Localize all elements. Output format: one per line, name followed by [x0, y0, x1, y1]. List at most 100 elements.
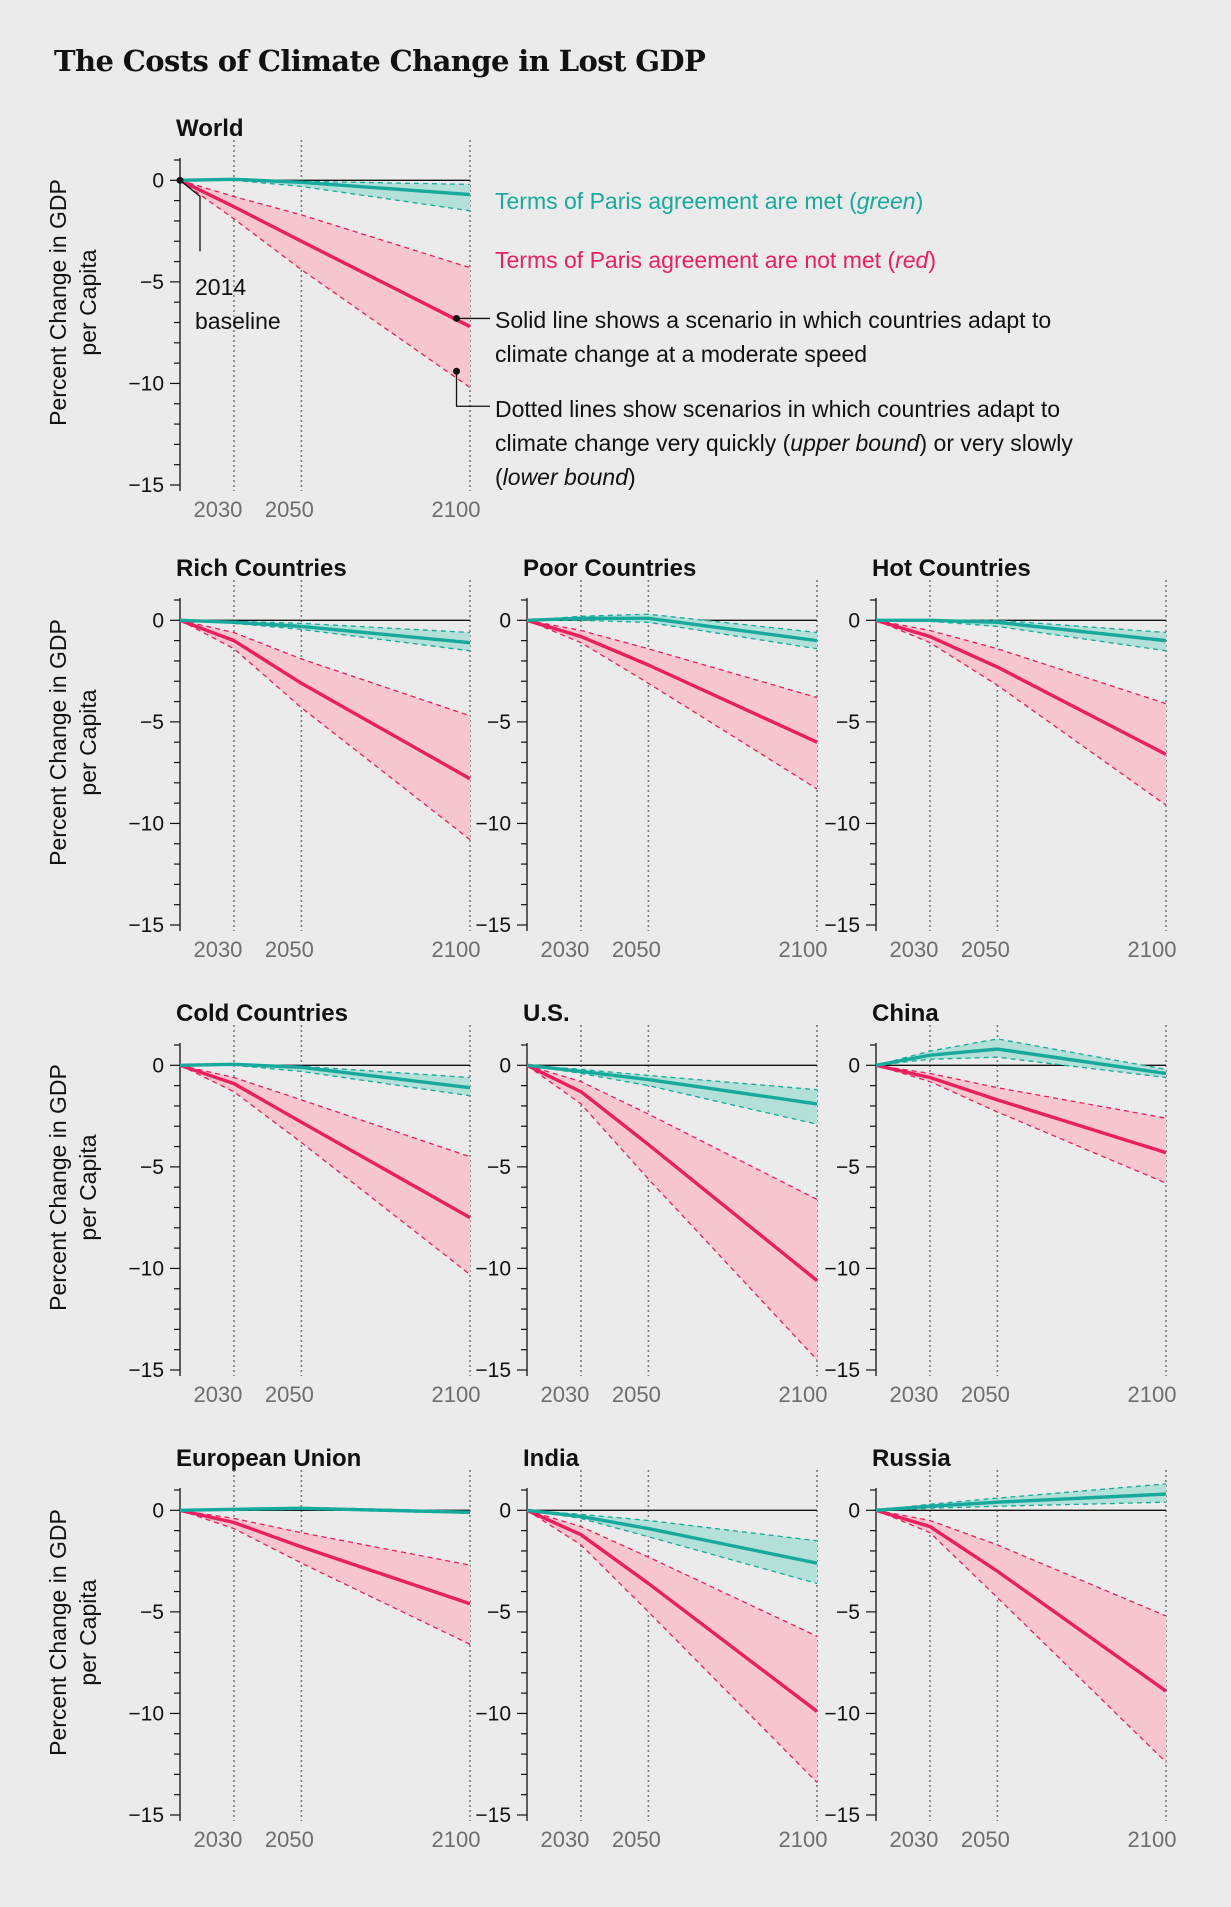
- x-tick-label: 2100: [432, 937, 481, 962]
- dotted-line-caption-3a: (: [495, 464, 503, 490]
- dotted-leader-line: [455, 371, 490, 407]
- y-tick-label: 0: [152, 169, 164, 192]
- red-range-band: [180, 620, 470, 840]
- red-range-band: [527, 1065, 817, 1360]
- x-tick-label: 2050: [612, 1382, 661, 1407]
- y-tick-label: −15: [824, 1804, 860, 1827]
- red-upper-bound-line: [179, 1509, 471, 1566]
- panel-title: Russia: [872, 1445, 951, 1472]
- y-tick-label: −10: [824, 812, 860, 835]
- y-tick-label: −15: [475, 914, 511, 937]
- panel-world: World Percent Change in GDP per Capita 0 −5 −…: [45, 115, 1073, 522]
- legend-paris-not-met-text: Terms of Paris agreement are not met (: [495, 247, 895, 273]
- y-tick-label: −10: [128, 1257, 164, 1280]
- green-range-band: [876, 1038, 1166, 1078]
- dotted-line-caption-2: climate change very quickly (upper bound…: [495, 430, 1073, 456]
- y-tick-label: 0: [152, 1499, 164, 1522]
- x-tick-label: 2030: [889, 1382, 938, 1407]
- red-range-band: [876, 620, 1166, 806]
- world-annotations: 2014 baseline Solid line shows a scenario …: [176, 176, 1073, 490]
- red-moderate-line: [179, 1063, 471, 1220]
- baseline-label-text: baseline: [195, 308, 281, 334]
- legend-paris-not-met-color: red: [895, 247, 929, 273]
- y-tick-label: −5: [140, 271, 164, 294]
- x-tick-label: 2100: [779, 1827, 828, 1852]
- x-tick-label: 2100: [432, 1382, 481, 1407]
- page-title: The Costs of Climate Change in Lost GDP: [54, 44, 706, 78]
- panel-title: Cold Countries: [176, 1000, 348, 1027]
- y-tick-label: 0: [848, 609, 860, 632]
- green-lower-bound-line: [875, 1056, 1167, 1079]
- y-axis-label-line1: Percent Change in GDP: [45, 179, 71, 426]
- y-axis-label-line2: per Capita: [75, 1579, 101, 1685]
- panel-china: China 0 −5 −10 −15 2030 2050 2100: [824, 1000, 1176, 1407]
- panel-poor-countries: Poor Countries 0 −5 −10 −15 2030 2050 2100: [475, 555, 827, 962]
- y-tick-label: −10: [128, 1702, 164, 1725]
- y-tick-label: −5: [836, 1601, 860, 1624]
- red-upper-bound-line: [875, 1064, 1167, 1119]
- red-upper-bound-line: [875, 1509, 1167, 1617]
- y-tick-label: 0: [848, 1054, 860, 1077]
- y-tick-label: −15: [475, 1804, 511, 1827]
- y-tick-label: −5: [140, 1156, 164, 1179]
- red-lower-bound-line: [179, 1509, 471, 1645]
- y-tick-label: −15: [824, 914, 860, 937]
- green-moderate-line: [179, 618, 471, 645]
- panel-india: India 0 −5 −10 −15 2030 2050 2100: [475, 1445, 827, 1852]
- x-tick-label: 2100: [432, 497, 481, 522]
- x-tick-label: 2100: [779, 937, 828, 962]
- y-tick-label: 0: [848, 1499, 860, 1522]
- y-tick-label: 0: [499, 1499, 511, 1522]
- x-tick-label: 2050: [265, 497, 314, 522]
- red-range-band: [876, 1510, 1166, 1763]
- x-tick-label: 2050: [265, 1382, 314, 1407]
- x-tick-label: 2100: [1128, 1382, 1177, 1407]
- green-upper-bound-line: [875, 1038, 1167, 1071]
- x-tick-label: 2030: [540, 937, 589, 962]
- x-tick-label: 2100: [1128, 1827, 1177, 1852]
- y-axis-label-line2: per Capita: [75, 689, 101, 795]
- y-tick-label: −15: [128, 1804, 164, 1827]
- y-tick-label: −5: [487, 1601, 511, 1624]
- green-moderate-line: [526, 1063, 818, 1106]
- dotted-line-caption-1: Dotted lines show scenarios in which cou…: [495, 396, 1060, 422]
- y-tick-label: −5: [836, 1156, 860, 1179]
- red-moderate-line: [179, 178, 471, 329]
- x-tick-label: 2030: [193, 1827, 242, 1852]
- panel-cold-countries: Cold Countries Percent Change in GDP per C…: [45, 1000, 480, 1407]
- y-tick-label: −5: [487, 711, 511, 734]
- red-moderate-line: [875, 1063, 1167, 1155]
- legend-paris-met-color: green: [857, 188, 916, 214]
- red-moderate-line: [526, 1063, 819, 1282]
- red-moderate-line: [526, 618, 818, 744]
- red-lower-bound-line: [875, 619, 1167, 806]
- red-moderate-line: [179, 618, 471, 781]
- y-axis-label: Percent Change in GDP per Capita: [45, 179, 101, 426]
- y-axis-label: Percent Change in GDP per Capita: [45, 1509, 101, 1756]
- y-tick-label: −15: [128, 474, 164, 497]
- y-tick-label: −10: [475, 812, 511, 835]
- legend-paris-not-met: Terms of Paris agreement are not met (re…: [495, 247, 936, 273]
- x-tick-label: 2050: [612, 937, 661, 962]
- solid-line-caption-1: Solid line shows a scenario in which cou…: [495, 307, 1051, 333]
- x-tick-label: 2100: [779, 1382, 828, 1407]
- red-range-band: [876, 1065, 1166, 1184]
- panel-hot-countries: Hot Countries 0 −5 −10 −15 2030 2050 2100: [824, 555, 1176, 962]
- dotted-line-caption-2a: climate change very quickly (: [495, 430, 791, 456]
- y-tick-label: −15: [475, 1359, 511, 1382]
- y-axis-label: Percent Change in GDP per Capita: [45, 619, 101, 866]
- y-tick-label: −15: [128, 1359, 164, 1382]
- green-moderate-line: [875, 1047, 1167, 1076]
- panel-rich-countries: Rich Countries Percent Change in GDP per C…: [45, 555, 480, 962]
- red-lower-bound-line: [179, 179, 471, 389]
- baseline-label-year: 2014: [195, 274, 246, 300]
- y-tick-label: −10: [824, 1702, 860, 1725]
- dotted-line-caption-3: (lower bound): [495, 464, 636, 490]
- x-tick-label: 2050: [265, 1827, 314, 1852]
- y-tick-label: −5: [140, 711, 164, 734]
- panel-title: U.S.: [523, 1000, 570, 1027]
- red-lower-bound-line: [875, 1064, 1167, 1184]
- red-moderate-line: [875, 1508, 1167, 1693]
- green-moderate-line: [875, 1492, 1167, 1513]
